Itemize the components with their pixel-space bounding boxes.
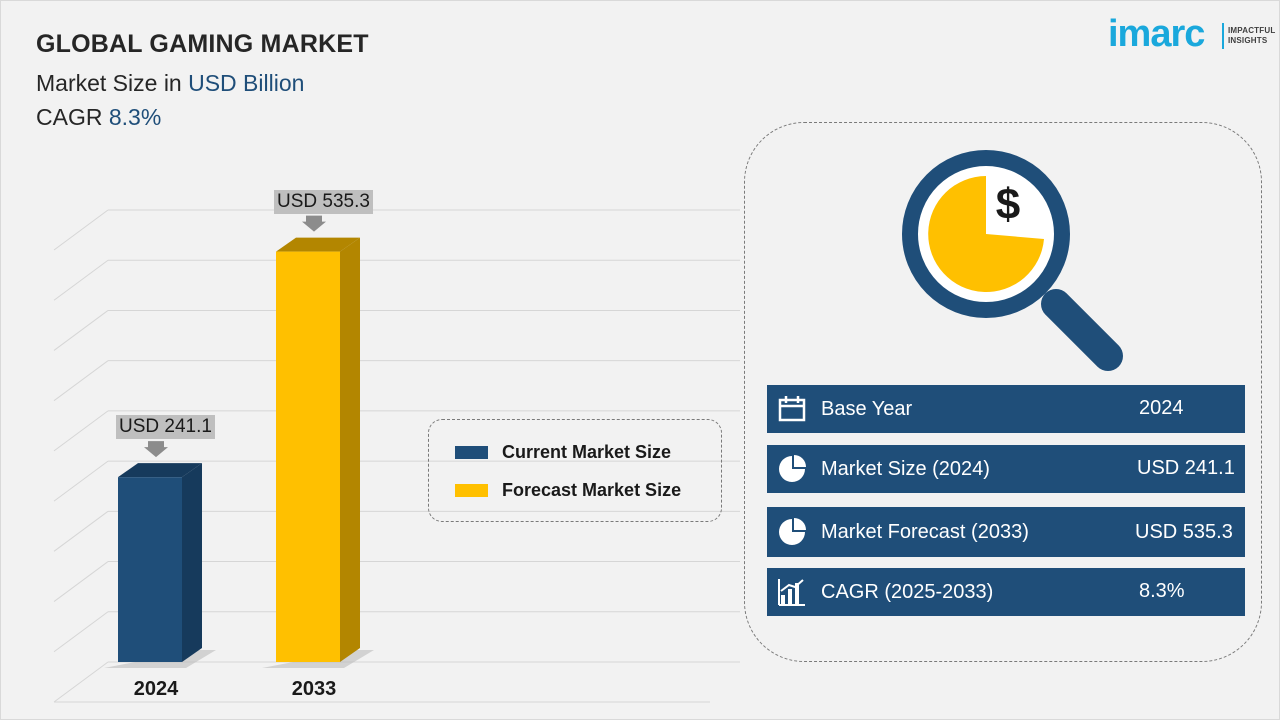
x-tick-2024: 2024 bbox=[133, 678, 179, 700]
bar-side-2024 bbox=[182, 463, 202, 662]
logo-tag-line1: IMPACTFUL bbox=[1228, 26, 1276, 35]
pie-chart-icon bbox=[779, 455, 806, 482]
subtitle-prefix: Market Size in bbox=[36, 70, 189, 96]
value-arrow-2024 bbox=[144, 441, 168, 458]
cagr-prefix: CAGR bbox=[36, 104, 109, 130]
legend-label-forecast: Forecast Market Size bbox=[502, 480, 682, 500]
info-value-base-year: 2024 bbox=[1139, 397, 1184, 419]
pie-chart-icon bbox=[779, 518, 806, 545]
gridline-slant bbox=[53, 360, 109, 402]
legend-item-current: Current Market Size bbox=[455, 442, 671, 463]
value-label-2024: USD 241.1 bbox=[116, 415, 215, 440]
legend-swatch-current bbox=[455, 446, 488, 459]
info-value-market-forecast: USD 535.3 bbox=[1135, 521, 1233, 543]
market-size-subtitle: Market Size in USD Billion bbox=[36, 70, 304, 97]
info-value-cagr: 8.3% bbox=[1139, 580, 1185, 602]
gridline-slant bbox=[53, 209, 109, 251]
legend-item-forecast: Forecast Market Size bbox=[455, 480, 681, 501]
gridline-slant bbox=[53, 310, 109, 351]
x-tick-2033: 2033 bbox=[291, 678, 337, 700]
page-title: GLOBAL GAMING MARKET bbox=[36, 30, 369, 58]
info-row-market-forecast: Market Forecast (2033) USD 535.3 bbox=[767, 507, 1245, 557]
bar-2033 bbox=[276, 251, 340, 662]
imarc-logo: imarc IMPACTFUL INSIGHTS bbox=[1108, 14, 1278, 54]
legend-label-current: Current Market Size bbox=[502, 442, 672, 462]
info-label-base-year: Base Year bbox=[821, 397, 913, 420]
bar-side-2033 bbox=[340, 237, 360, 662]
chart-legend: Current Market Size Forecast Market Size bbox=[428, 419, 722, 522]
logo-word: imarc bbox=[1108, 13, 1205, 55]
logo-tagline: IMPACTFUL INSIGHTS bbox=[1228, 26, 1275, 46]
logo-tag-line2: INSIGHTS bbox=[1228, 36, 1268, 45]
info-label-market-size: Market Size (2024) bbox=[821, 457, 990, 480]
gridline-slant bbox=[53, 611, 109, 653]
info-row-cagr: CAGR (2025-2033) 8.3% bbox=[767, 568, 1245, 616]
svg-text:$: $ bbox=[996, 180, 1020, 229]
bar-chart-icon bbox=[778, 579, 805, 606]
gridline-slant bbox=[53, 259, 109, 301]
calendar-icon bbox=[778, 396, 806, 422]
gridline-slant bbox=[53, 460, 109, 502]
summary-panel bbox=[744, 122, 1262, 662]
bar-top-2024 bbox=[118, 463, 202, 478]
gridline-slant bbox=[53, 661, 109, 703]
logo-divider bbox=[1222, 23, 1224, 49]
info-value-market-size: USD 241.1 bbox=[1137, 457, 1235, 479]
bar-2024 bbox=[118, 477, 182, 662]
magnifier-dollar-pie-icon: $ bbox=[902, 150, 1123, 371]
info-label-market-forecast: Market Forecast (2033) bbox=[821, 520, 1029, 543]
info-row-base-year: Base Year 2024 bbox=[767, 385, 1245, 433]
info-row-market-size: Market Size (2024) USD 241.1 bbox=[767, 445, 1245, 493]
gridline-slant bbox=[53, 561, 109, 602]
cagr-value: 8.3% bbox=[108, 104, 162, 130]
gridline-slant bbox=[53, 410, 109, 452]
value-arrow-2033 bbox=[302, 215, 326, 232]
value-label-2033: USD 535.3 bbox=[274, 189, 373, 214]
legend-swatch-forecast bbox=[455, 484, 488, 497]
cagr-subtitle: CAGR 8.3% bbox=[36, 104, 161, 131]
bar-chart: USD 241.1 USD 535.3 2024 2033 bbox=[0, 189, 760, 720]
bar-top-2033 bbox=[276, 237, 360, 252]
bar-chart-svg bbox=[53, 209, 740, 703]
gridline-slant bbox=[53, 510, 109, 552]
subtitle-unit: USD Billion bbox=[188, 70, 305, 96]
info-label-cagr: CAGR (2025-2033) bbox=[821, 580, 994, 603]
